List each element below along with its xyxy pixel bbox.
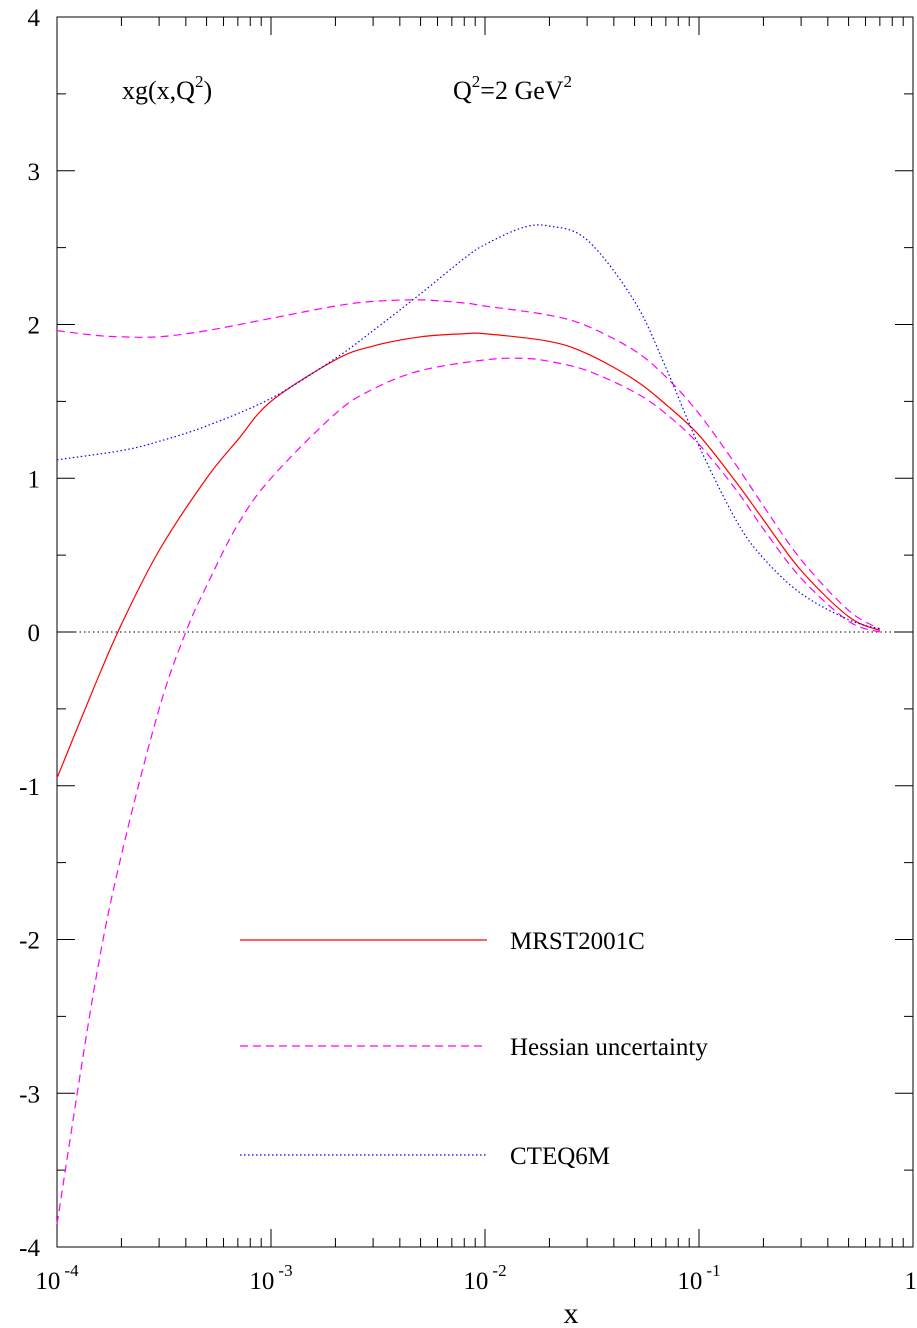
x-tick-label: 10 -2 [463,1261,506,1295]
y-tick-label: 0 [28,620,41,647]
x-tick-label: 10 -3 [249,1261,292,1295]
y-tick-label: -2 [19,928,40,955]
series-line [56,224,881,630]
legend-label: MRST2001C [510,928,645,955]
series-line [56,299,881,630]
y-tick-label: -4 [19,1235,40,1262]
y-tick-label: -3 [19,1081,40,1108]
y-tick-label: 4 [28,5,41,32]
legend-label: CTEQ6M [510,1143,610,1170]
legend: MRST2001C Hessian uncertainty CTEQ6M [240,928,708,1170]
series-line [56,332,881,779]
x-tick-label: 10 -4 [35,1261,79,1295]
y-tick-label: 3 [28,159,41,186]
axis-ticks [56,16,914,1248]
x-axis-label: x [564,1297,579,1328]
y-tick-labels: 4 3 2 1 0 -1 -2 -3 -4 [19,5,40,1262]
legend-label: Hessian uncertainty [510,1034,708,1061]
y-tick-label: -1 [19,774,40,801]
series-curves [56,224,881,1225]
x-tick-label: 1 [905,1268,917,1295]
y-tick-label: 2 [28,313,41,340]
x-tick-label: 10 -1 [677,1261,720,1295]
y-tick-label: 1 [28,466,41,493]
x-tick-labels: 10 -4 10 -3 10 -2 10 -1 1 [35,1261,917,1295]
scale-label: Q2=2 GeV2 [453,72,572,105]
chart-title: xg(x,Q2) [122,72,212,105]
series-line [56,357,881,1225]
